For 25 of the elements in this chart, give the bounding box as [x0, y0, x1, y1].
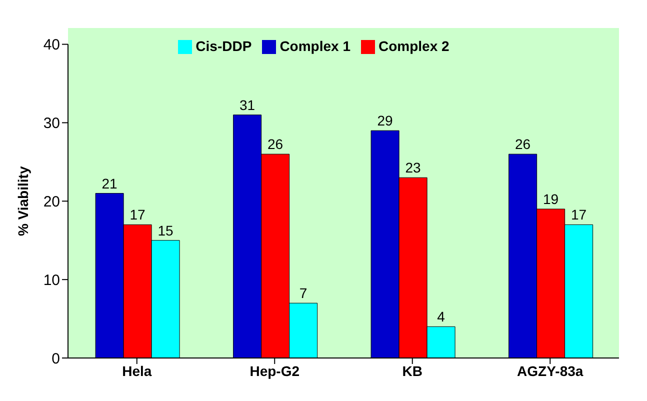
y-tick-label: 30 — [43, 115, 60, 132]
legend-label: Complex 1 — [280, 38, 350, 54]
data-label: 31 — [240, 96, 256, 113]
y-tick-label: 20 — [43, 193, 60, 210]
data-label: 29 — [377, 112, 394, 129]
y-tick-label: 0 — [52, 350, 60, 368]
data-label: 26 — [515, 136, 531, 152]
x-tick-label: Hep-G2 — [250, 362, 300, 379]
legend-label: Cis-DDP — [196, 38, 252, 54]
data-label: 26 — [268, 136, 284, 152]
x-tick-label: Hela — [122, 362, 152, 379]
data-label: 15 — [158, 222, 174, 238]
data-label: 23 — [405, 160, 422, 176]
data-label: 7 — [299, 285, 308, 302]
legend-label: Complex 2 — [378, 38, 450, 54]
data-label: 17 — [130, 206, 146, 223]
x-tick-label: KB — [402, 362, 422, 379]
y-tick-label: 40 — [43, 36, 60, 54]
x-tick-label: AGZY-83a — [517, 362, 584, 379]
data-label: 17 — [571, 206, 587, 223]
data-label: 19 — [543, 190, 559, 207]
data-label: 4 — [437, 308, 446, 325]
y-axis-title: % Viability — [14, 166, 31, 236]
y-tick-label: 10 — [43, 272, 60, 289]
data-label: 21 — [102, 175, 118, 192]
